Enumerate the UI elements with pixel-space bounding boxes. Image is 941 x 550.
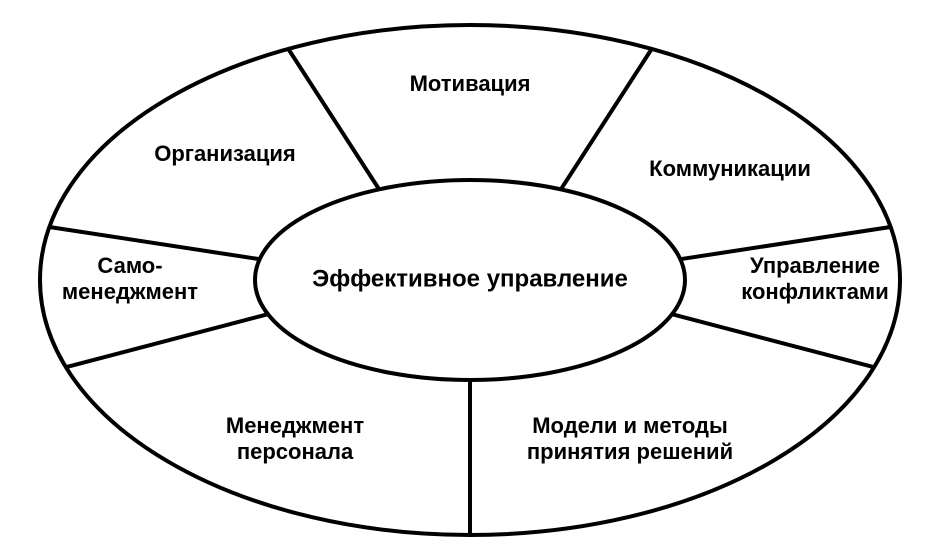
segment-label-decision-models: Модели и методыпринятия решений (527, 413, 733, 464)
segment-label-motivation: Мотивация (410, 71, 531, 96)
center-label: Эффективное управление (312, 265, 628, 292)
segment-label-conflict-management: Управлениеконфликтами (741, 253, 888, 304)
segment-label-hr-management: Менеджментперсонала (226, 413, 364, 464)
segment-label-organization: Организация (154, 141, 296, 166)
segment-label-communications: Коммуникации (649, 156, 811, 181)
management-ellipse-diagram: Эффективное управление Коммуникации Мотива… (0, 0, 941, 550)
